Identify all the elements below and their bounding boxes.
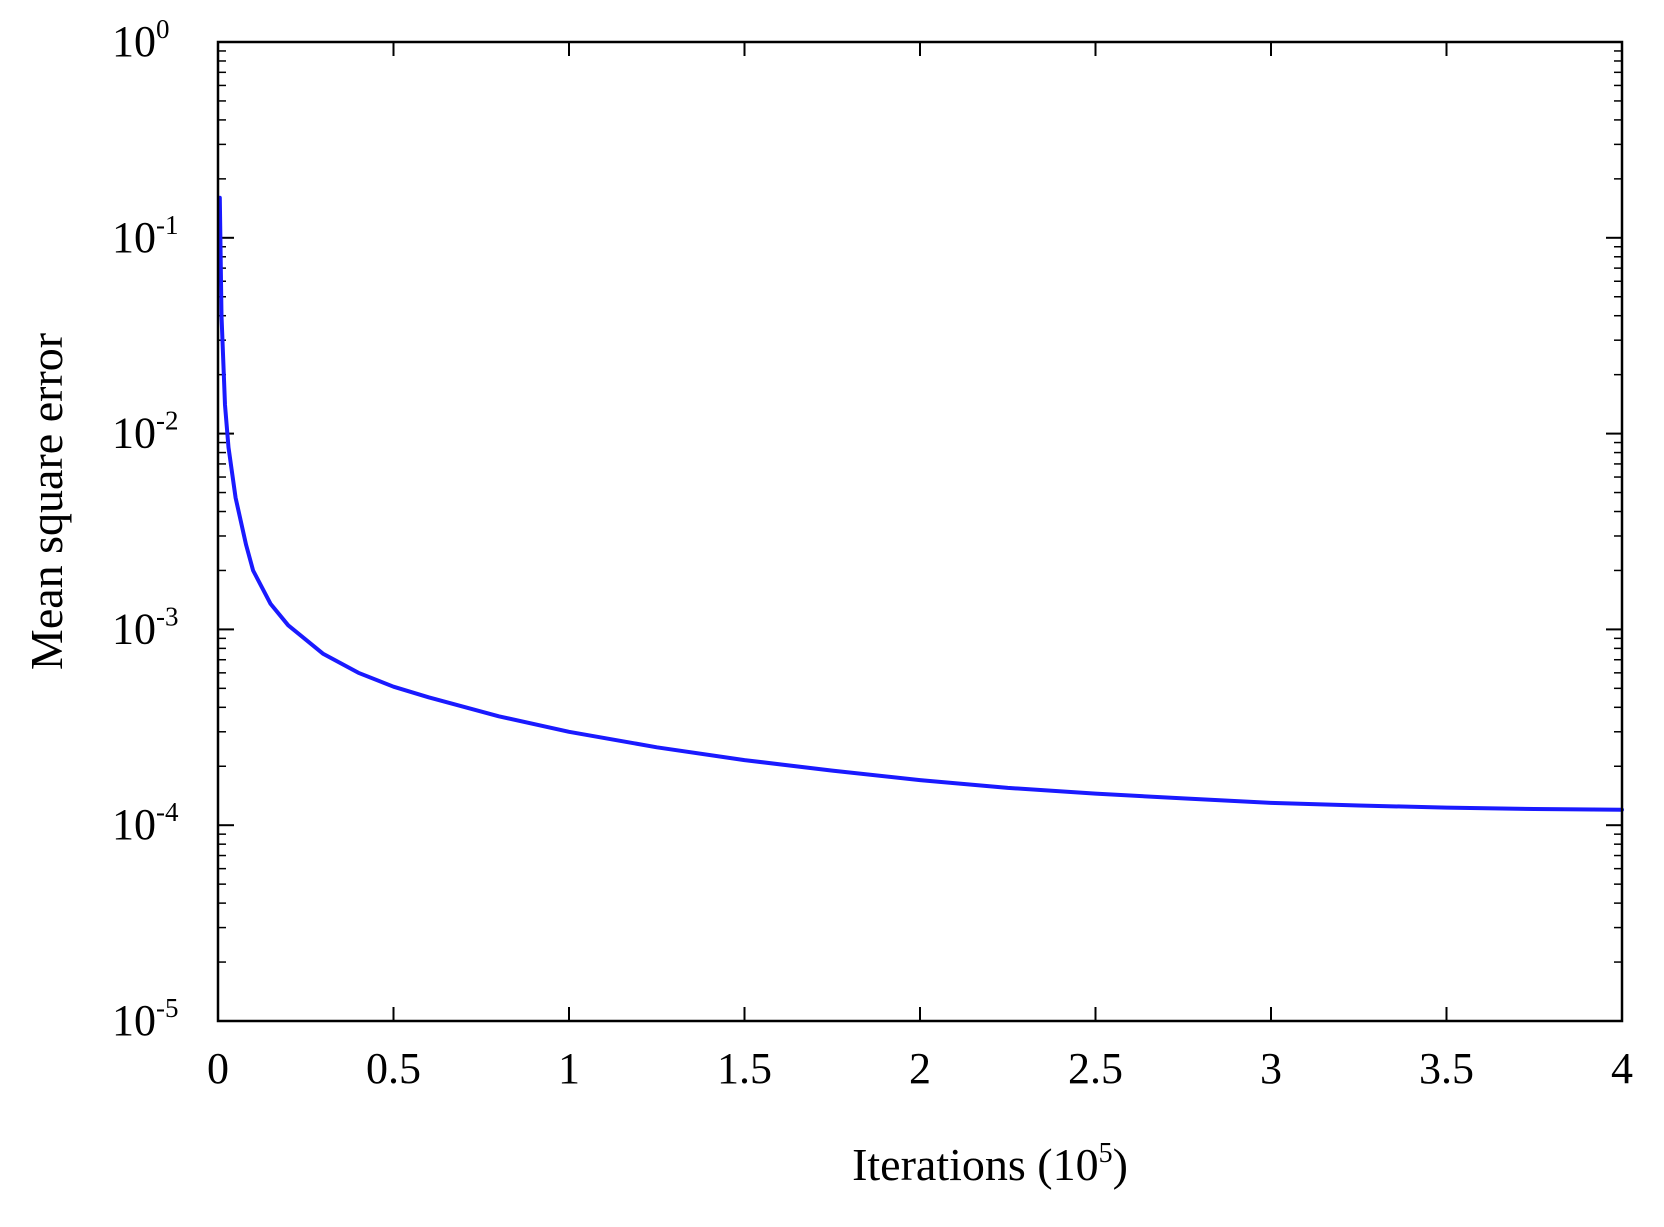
y-tick-base: 10 — [112, 17, 156, 66]
x-axis-title: Iterations (105) — [852, 1138, 1128, 1190]
y-tick-label: 10-2 — [112, 406, 179, 458]
y-tick-label: 10-4 — [112, 797, 179, 849]
x-tick-label: 0.5 — [366, 1044, 421, 1093]
y-tick-exponent: -5 — [156, 993, 179, 1023]
y-tick-exponent: -1 — [156, 210, 179, 240]
y-tick-base: 10 — [112, 604, 156, 653]
y-tick-label: 10-3 — [112, 601, 179, 653]
x-axis-title-main: Iterations (10 — [852, 1139, 1099, 1190]
x-axis-title-close: ) — [1113, 1139, 1128, 1190]
y-tick-label: 100 — [112, 14, 170, 66]
x-tick-labels: 0 0.5 1 1.5 2 2.5 3 3.5 4 — [207, 1044, 1633, 1093]
y-tick-base: 10 — [112, 409, 156, 458]
x-tick-label: 3.5 — [1419, 1044, 1474, 1093]
ticks-layer — [217, 41, 1623, 1022]
y-tick-exponent: -2 — [156, 406, 179, 436]
y-tick-base: 10 — [112, 800, 156, 849]
x-tick-label: 1.5 — [717, 1044, 772, 1093]
y-tick-exponent: -3 — [156, 601, 179, 631]
y-tick-exponent: -4 — [156, 797, 179, 827]
y-tick-base: 10 — [112, 996, 156, 1045]
x-tick-label: 2 — [909, 1044, 931, 1093]
x-tick-label: 1 — [558, 1044, 580, 1093]
series-line — [217, 195, 1624, 812]
x-tick-label: 0 — [207, 1044, 229, 1093]
plot-frame — [216, 40, 1624, 1023]
x-axis-title-exp: 5 — [1099, 1138, 1113, 1169]
x-tick-label: 3 — [1260, 1044, 1282, 1093]
x-tick-label: 2.5 — [1068, 1044, 1123, 1093]
x-tick-label: 4 — [1611, 1044, 1633, 1093]
y-tick-exponent: 0 — [156, 14, 170, 44]
y-tick-label: 10-1 — [112, 210, 179, 262]
y-tick-base: 10 — [112, 213, 156, 262]
series-layer — [217, 195, 1624, 812]
y-tick-label: 10-5 — [112, 993, 179, 1045]
y-axis-title: Mean square error — [21, 333, 72, 670]
